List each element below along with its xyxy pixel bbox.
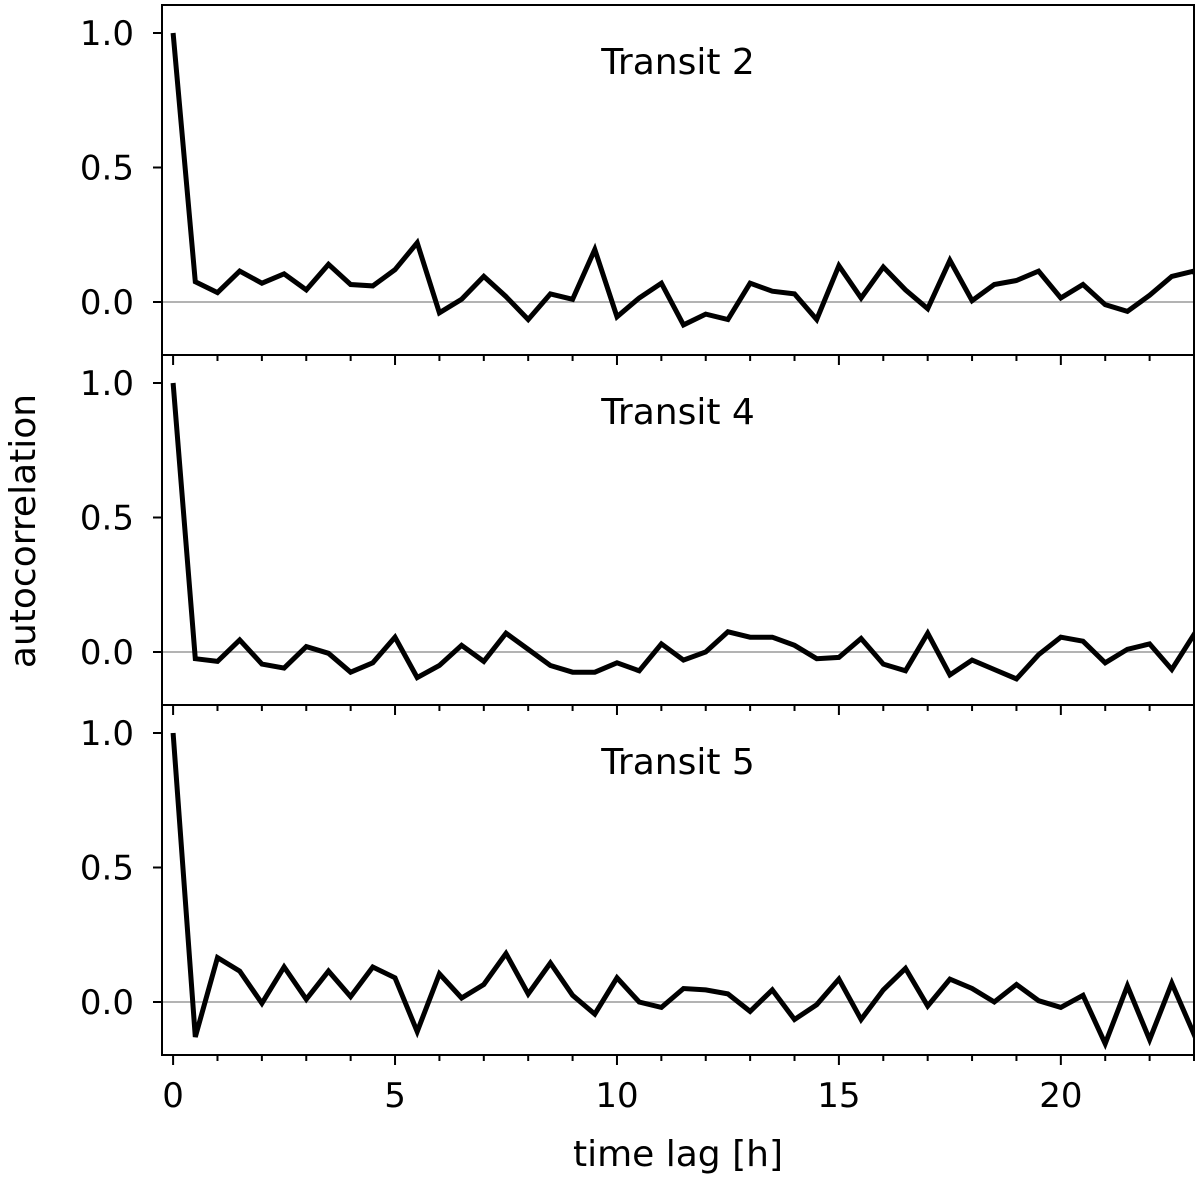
panel-title: Transit 2 [600,42,755,83]
y-tick-label: 0.5 [80,499,134,539]
panel-2: 0.0 0.5 1.0 Transit 4 [80,354,1195,715]
y-tick-label: 0.5 [80,849,134,889]
x-axis-label: time lag [h] [573,1134,783,1175]
series-line [170,732,1194,1051]
x-tick-label: 10 [595,1076,638,1116]
x-tick-label: 20 [1039,1076,1082,1116]
y-tick-label: 0.0 [80,633,134,673]
panel-title: Transit 4 [600,392,755,433]
panel-frame [161,704,1195,1056]
panel-1: 0.0 0.5 1.0 Transit 2 [80,4,1195,365]
y-tick-label: 0.0 [80,283,134,323]
y-axis-label: autocorrelation [3,394,44,668]
y-tick-label: 1.0 [80,714,134,754]
x-tick-label: 0 [162,1076,184,1116]
panel-3: 0.0 0.5 1.0 Transit 5 [80,704,1195,1065]
y-tick-label: 0.5 [80,149,134,189]
y-tick-label: 1.0 [80,14,134,54]
panel-title: Transit 5 [600,742,755,783]
series-line [170,382,1194,682]
x-tick-label: 15 [817,1076,860,1116]
x-tick-label: 5 [384,1076,406,1116]
y-tick-label: 1.0 [80,364,134,404]
y-tick-label: 0.0 [80,983,134,1023]
series-line [170,32,1194,329]
